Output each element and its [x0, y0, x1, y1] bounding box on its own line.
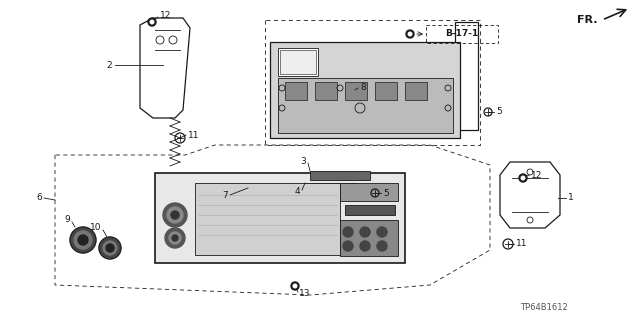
FancyBboxPatch shape [405, 82, 427, 100]
Circle shape [78, 235, 88, 245]
FancyBboxPatch shape [340, 183, 398, 201]
Polygon shape [270, 42, 460, 138]
Circle shape [106, 244, 114, 252]
Circle shape [360, 227, 370, 237]
Text: 7: 7 [222, 191, 228, 201]
Circle shape [408, 32, 412, 36]
Text: 5: 5 [496, 108, 502, 116]
Circle shape [167, 207, 183, 223]
FancyBboxPatch shape [345, 82, 367, 100]
Text: 1: 1 [568, 194, 573, 203]
Circle shape [406, 30, 414, 38]
Text: TP64B1612: TP64B1612 [520, 303, 568, 313]
Circle shape [360, 241, 370, 251]
FancyBboxPatch shape [345, 205, 395, 215]
Circle shape [74, 231, 92, 249]
FancyBboxPatch shape [278, 48, 318, 76]
FancyBboxPatch shape [375, 82, 397, 100]
FancyBboxPatch shape [285, 82, 307, 100]
Text: 11: 11 [188, 131, 200, 140]
Circle shape [103, 241, 117, 255]
Text: 3: 3 [300, 156, 306, 165]
Circle shape [377, 241, 387, 251]
Circle shape [521, 176, 525, 180]
Text: 6: 6 [36, 194, 42, 203]
Circle shape [291, 282, 299, 290]
Text: 4: 4 [294, 188, 300, 196]
Text: 5: 5 [383, 188, 388, 197]
Circle shape [165, 228, 185, 248]
Circle shape [343, 227, 353, 237]
Text: 10: 10 [90, 223, 101, 233]
Circle shape [343, 241, 353, 251]
Circle shape [377, 227, 387, 237]
FancyBboxPatch shape [315, 82, 337, 100]
Text: FR.: FR. [577, 15, 598, 25]
FancyBboxPatch shape [305, 183, 357, 189]
FancyBboxPatch shape [155, 173, 405, 263]
Circle shape [148, 18, 156, 26]
Circle shape [150, 20, 154, 24]
Circle shape [169, 232, 181, 244]
Circle shape [293, 284, 297, 288]
Circle shape [70, 227, 96, 253]
Text: 13: 13 [299, 290, 310, 299]
Text: 9: 9 [64, 215, 70, 225]
Text: 12: 12 [531, 171, 542, 180]
Text: 8: 8 [360, 83, 365, 92]
FancyBboxPatch shape [195, 183, 340, 255]
Text: 12: 12 [160, 12, 172, 20]
FancyBboxPatch shape [310, 171, 370, 180]
Circle shape [171, 211, 179, 219]
Text: 11: 11 [516, 239, 527, 249]
FancyBboxPatch shape [340, 220, 398, 256]
FancyBboxPatch shape [280, 50, 316, 74]
FancyBboxPatch shape [278, 78, 453, 133]
Circle shape [163, 203, 187, 227]
Circle shape [172, 235, 178, 241]
Circle shape [519, 174, 527, 182]
Circle shape [99, 237, 121, 259]
Text: B-17-1: B-17-1 [445, 29, 479, 38]
Text: 2: 2 [106, 60, 112, 69]
